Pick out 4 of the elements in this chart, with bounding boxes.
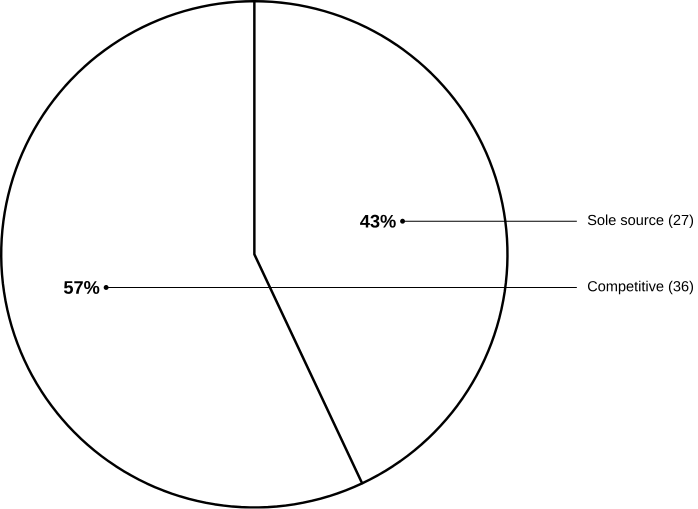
data-label: 43% — [360, 214, 396, 228]
slice-label: Sole source (27) — [588, 214, 694, 228]
data-label: 57% — [64, 281, 100, 294]
slice-label: Competitive (36) — [588, 280, 694, 294]
